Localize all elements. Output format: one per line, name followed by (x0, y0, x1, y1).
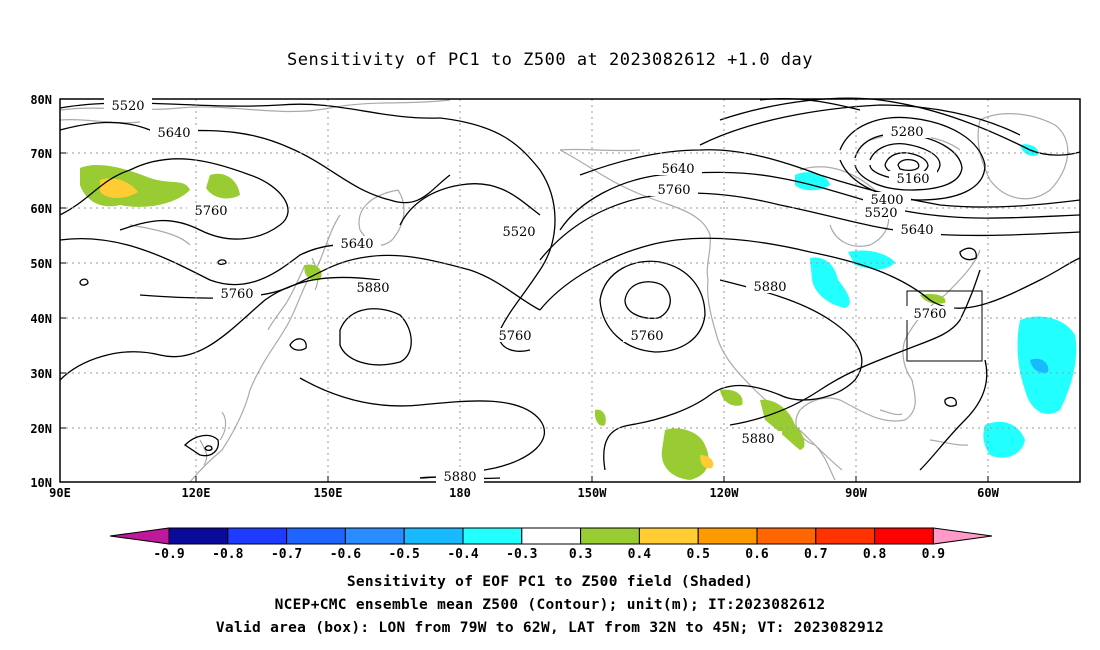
lat-label: 80N (30, 93, 52, 107)
colorbar-segment (227, 527, 288, 545)
colorbar-label: 0.7 (804, 547, 827, 562)
colorbar-label: 0.4 (628, 547, 652, 562)
lon-label: 150W (578, 486, 608, 500)
colorbar-left-extend (109, 527, 170, 545)
lon-label: 180 (449, 486, 471, 500)
colorbar-label: 0.8 (863, 547, 887, 562)
contour-label: 5520 (502, 225, 535, 240)
lon-label: 90W (845, 486, 867, 500)
contour-label: 5760 (913, 307, 946, 322)
lat-label: 50N (30, 257, 52, 271)
colorbar-segment (756, 527, 817, 545)
colorbar-segment (344, 527, 405, 545)
footer-line-3: Valid area (box): LON from 79W to 62W, L… (215, 620, 885, 636)
footer-line-1: Sensitivity of EOF PC1 to Z500 field (Sh… (346, 574, 754, 590)
lon-label: 150E (314, 486, 343, 500)
contour-label: 5760 (630, 329, 663, 344)
colorbar-label: -0.6 (330, 547, 361, 562)
colorbar-segment (168, 527, 229, 545)
latitude-labels: 80N 70N 60N 50N 40N 30N 20N 10N (30, 93, 52, 490)
contour-label: 5880 (356, 281, 389, 296)
colorbar-label: -0.5 (389, 547, 420, 562)
colorbar-label: -0.3 (506, 547, 537, 562)
lat-label: 10N (30, 476, 52, 490)
colorbar-label: 0.3 (569, 547, 592, 562)
lat-label: 70N (30, 147, 52, 161)
sensitivity-shading (80, 144, 1077, 480)
contour-label: 5760 (220, 287, 253, 302)
colorbar-segment (286, 527, 346, 545)
contour-label: 5520 (864, 206, 897, 221)
lon-label: 120W (710, 486, 740, 500)
contour-label: 5640 (661, 162, 694, 177)
colorbar-segment (697, 527, 758, 545)
coastlines (59, 99, 1069, 483)
contour-label: 5400 (870, 193, 903, 208)
contour-label: 5880 (741, 432, 774, 447)
colorbar-segment (462, 527, 523, 545)
lat-label: 30N (30, 367, 52, 381)
lon-label: 120E (182, 486, 211, 500)
contour-label: 5520 (111, 99, 144, 114)
longitude-labels: 90E 120E 150E 180 150W 120W 90W 60W (49, 486, 999, 500)
footer-line-2: NCEP+CMC ensemble mean Z500 (Contour); u… (274, 597, 826, 613)
colorbar-segment (580, 527, 640, 545)
colorbar (109, 527, 993, 545)
contour-label: 5760 (194, 204, 227, 219)
colorbar-segment (815, 527, 876, 545)
colorbar-label: 0.5 (686, 547, 709, 562)
colorbar-right-extend (932, 527, 993, 545)
lon-label: 90E (49, 486, 71, 500)
colorbar-label: 0.6 (745, 547, 769, 562)
contour-label: 5640 (340, 237, 373, 252)
colorbar-segment (874, 527, 934, 545)
lat-label: 60N (30, 202, 52, 216)
colorbar-labels: -0.9 -0.8 -0.7 -0.6 -0.5 -0.4 -0.3 0.3 0… (153, 547, 945, 562)
lat-label: 40N (30, 312, 52, 326)
valid-area-box (906, 290, 983, 362)
contour-label: 5760 (498, 329, 531, 344)
colorbar-segment (403, 527, 464, 545)
colorbar-label: -0.7 (271, 547, 302, 562)
z500-contours (59, 97, 1081, 480)
contour-labels: 5520 5640 5760 5640 5880 5760 5520 5640 … (104, 98, 954, 485)
colorbar-label: -0.8 (212, 547, 243, 562)
contour-label: 5760 (657, 183, 690, 198)
colorbar-label: 0.9 (922, 547, 945, 562)
axis-ticks (60, 98, 989, 482)
map-title: Sensitivity of PC1 to Z500 at 2023082612… (286, 50, 813, 70)
contour-label: 5880 (443, 470, 476, 485)
contour-label: 5640 (157, 126, 190, 141)
contour-label: 5640 (900, 223, 933, 238)
contour-label: 5160 (896, 172, 929, 187)
colorbar-segment (638, 527, 699, 545)
map-frame (59, 98, 1081, 483)
colorbar-label: -0.9 (153, 547, 184, 562)
contour-label: 5880 (753, 280, 786, 295)
contour-label: 5280 (890, 125, 923, 140)
lat-label: 20N (30, 422, 52, 436)
colorbar-label: -0.4 (447, 547, 478, 562)
colorbar-segment (521, 527, 582, 545)
lon-label: 60W (977, 486, 999, 500)
